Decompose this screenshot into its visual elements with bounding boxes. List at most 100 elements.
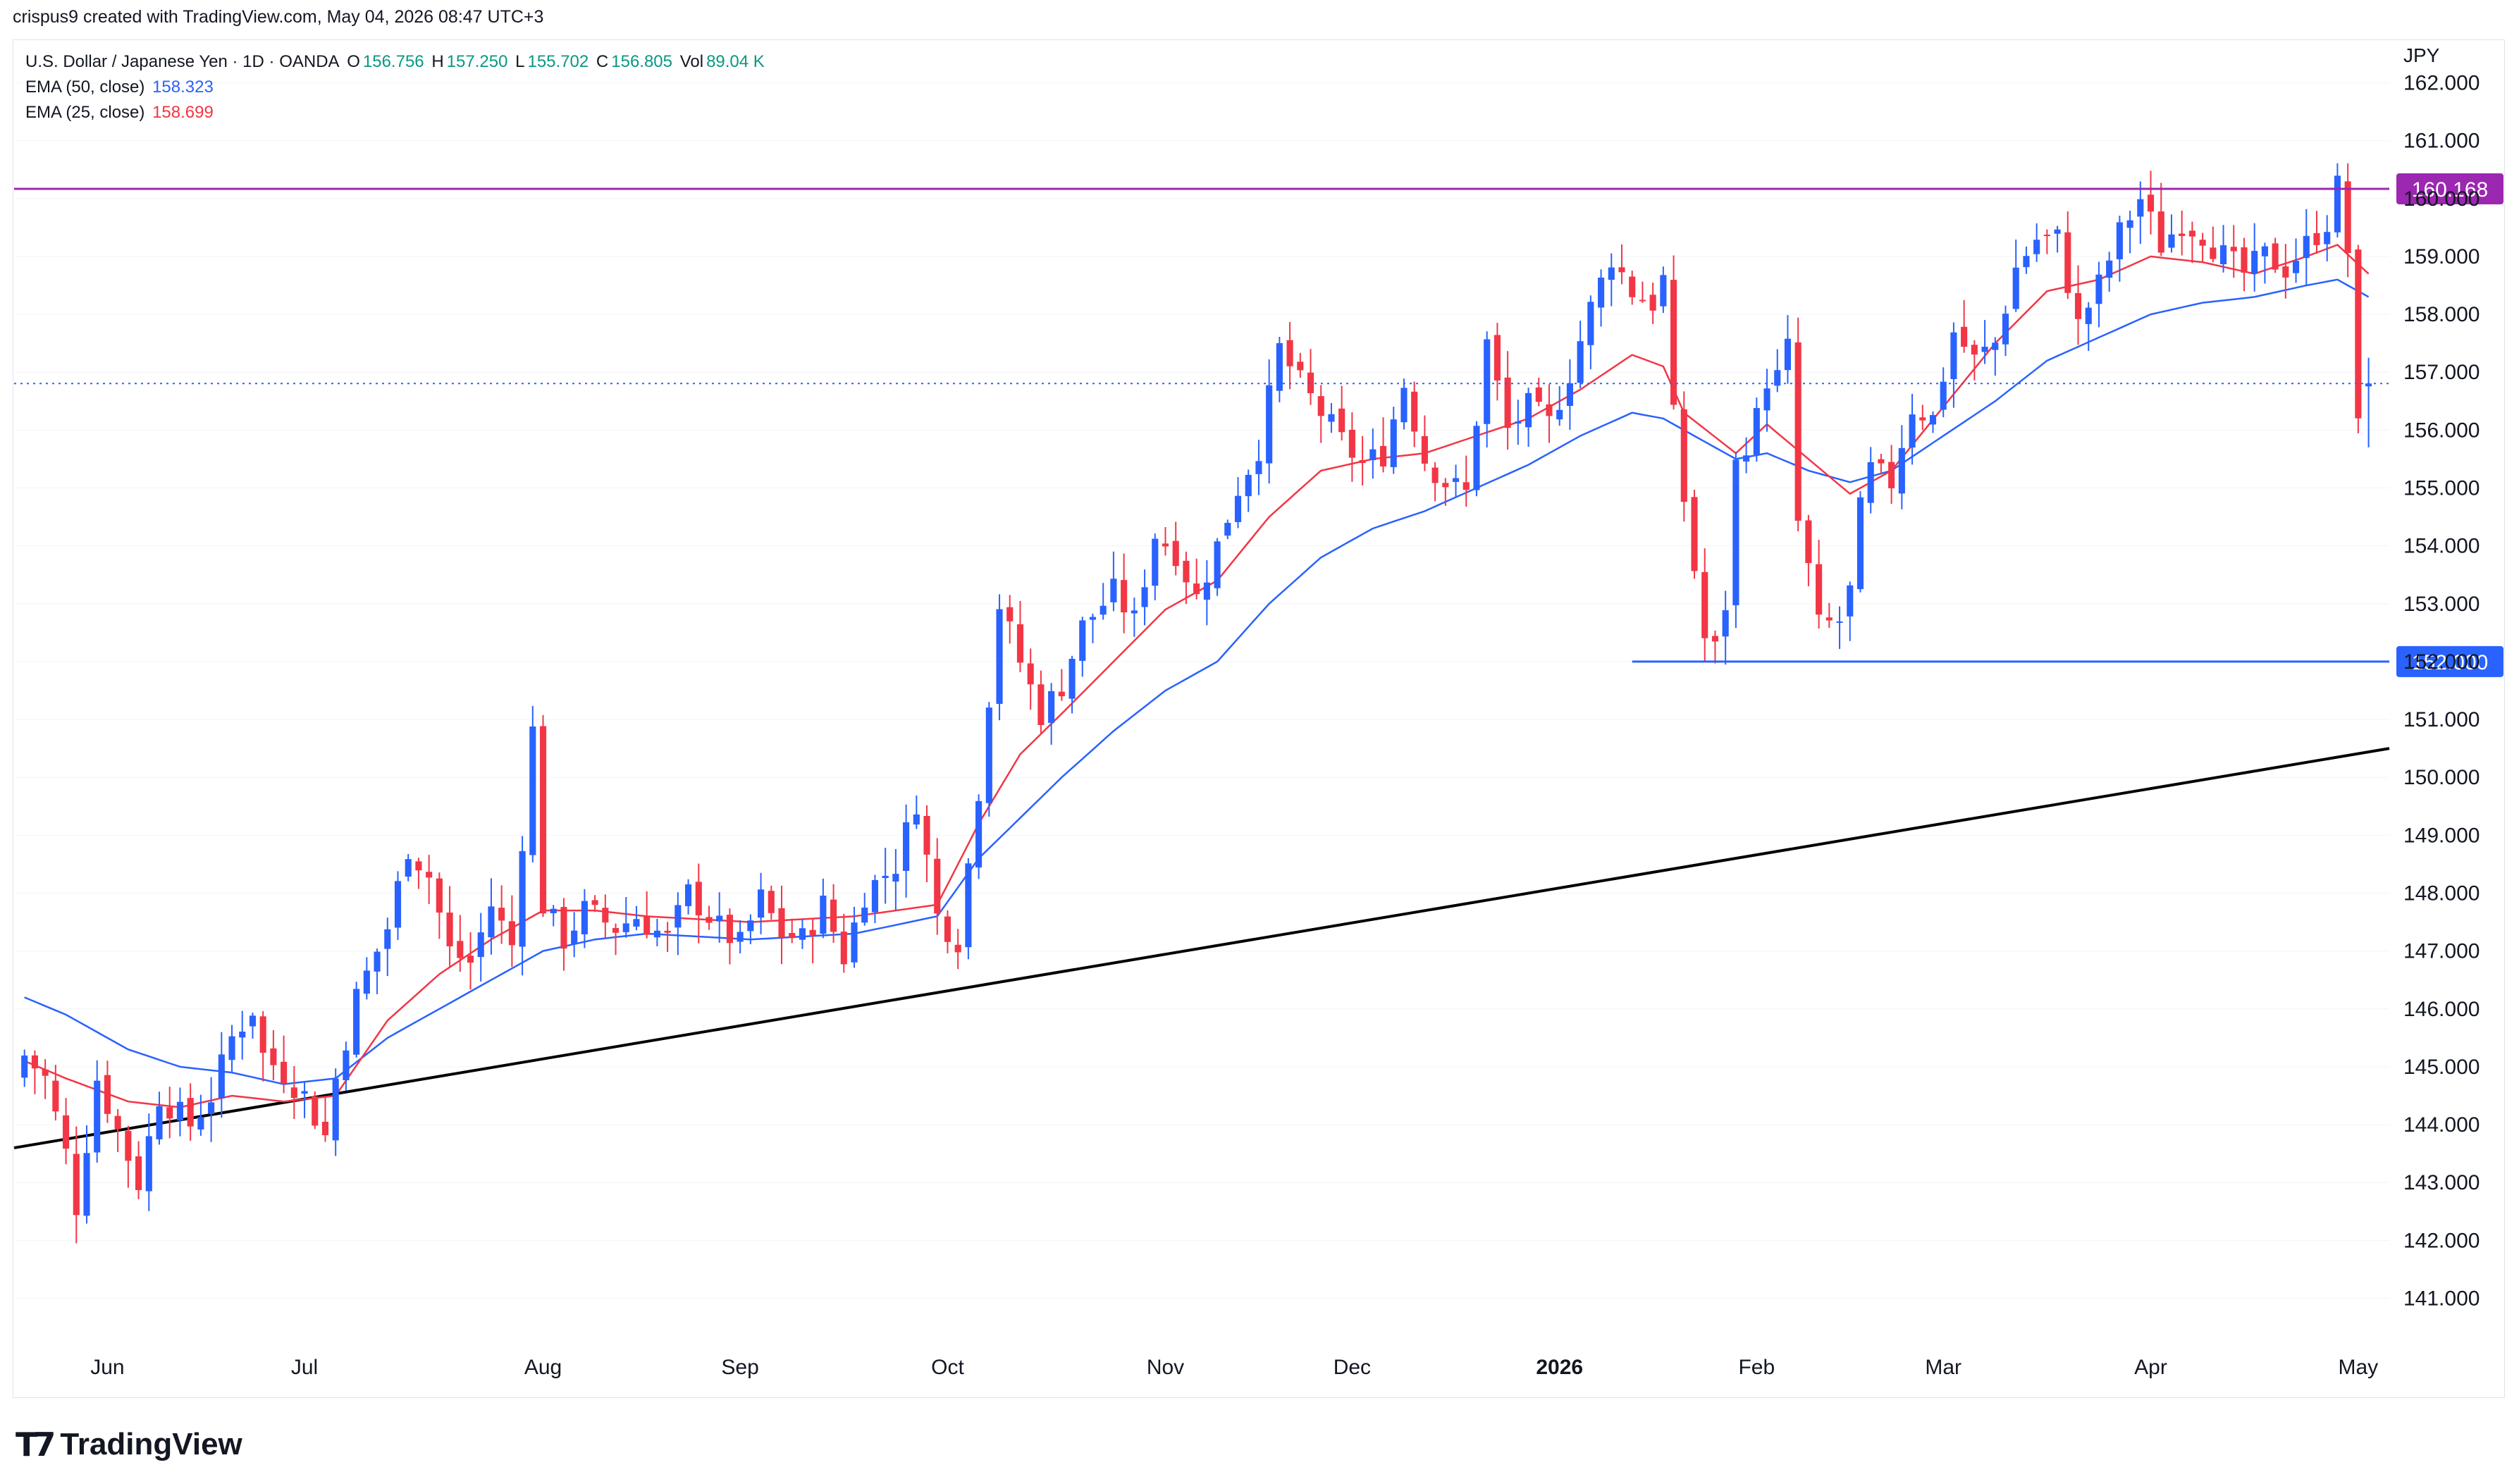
candle-body [1961, 326, 1968, 347]
candle [2334, 163, 2341, 237]
candle-body [975, 800, 983, 868]
candle-body [996, 609, 1003, 704]
price-chart[interactable]: 160.168 152.000 JPY 141.000 142.000 143.000 1… [0, 0, 2519, 1402]
x-tick-label: May [2339, 1356, 2379, 1379]
candle-body [954, 944, 961, 953]
candle-body [1680, 409, 1687, 502]
candle-body [1016, 624, 1024, 663]
x-tick-label: Dec [1334, 1356, 1371, 1379]
candle [758, 872, 765, 934]
candle-body [716, 915, 723, 922]
legend-ema50-row[interactable]: EMA (50, close) 158.323 [25, 75, 768, 100]
candle [1079, 617, 1086, 677]
candle [2033, 223, 2040, 262]
candle-body [1825, 617, 1833, 621]
candle-body [1006, 607, 1014, 622]
candle [312, 1091, 319, 1130]
tradingview-logo[interactable]: T7 TradingView [16, 1423, 242, 1466]
candle-body [508, 921, 515, 946]
y-tick-label: 153.000 [2403, 593, 2480, 616]
candle [290, 1065, 297, 1120]
candle-body [1027, 663, 1034, 685]
candle [1484, 331, 1491, 447]
low-value: 155.702 [527, 52, 589, 71]
candle-body [1359, 459, 1366, 464]
candle-body [539, 726, 547, 914]
candle [913, 795, 920, 829]
candle [415, 858, 422, 889]
candle [706, 905, 713, 930]
candle [73, 1126, 80, 1244]
candle [2210, 226, 2217, 263]
resistance-tag-bg [2396, 173, 2503, 204]
low-label: L [515, 52, 525, 71]
x-tick-label: Feb [1738, 1356, 1775, 1379]
candle [2272, 237, 2279, 273]
candle-body [2313, 233, 2320, 245]
x-axis: Jun Jul Aug Sep Oct Nov Dec 2026 Feb Mar Apr May [90, 1356, 2378, 1379]
candle [1670, 255, 1677, 410]
candle [716, 892, 723, 943]
candle-body [2230, 247, 2237, 252]
candle-body [2210, 247, 2217, 259]
candle-body [1805, 520, 1812, 564]
candle [1493, 323, 1501, 401]
candle-body [1577, 341, 1584, 383]
candle [2106, 252, 2113, 292]
candle-body [1079, 620, 1086, 661]
candle-body [467, 956, 474, 963]
candle [94, 1060, 101, 1163]
ema25-value: 158.699 [152, 103, 214, 122]
candle [228, 1025, 235, 1072]
candle-body [2147, 194, 2155, 212]
candle [571, 912, 578, 958]
candle [1141, 569, 1148, 626]
ema-layer [24, 244, 2370, 1108]
candle-body [1473, 426, 1480, 490]
ema25-line [24, 244, 2370, 1108]
symbol-title[interactable]: U.S. Dollar / Japanese Yen · 1D · OANDA [25, 52, 340, 71]
candle-body [63, 1115, 70, 1149]
candle [550, 905, 557, 927]
candle [2355, 245, 2362, 433]
legend-ema25-row[interactable]: EMA (25, close) 158.699 [25, 100, 768, 125]
candle-body [498, 908, 505, 921]
candle [1556, 386, 1563, 426]
candle-body [1743, 455, 1750, 462]
candle-body [1338, 408, 1345, 433]
candle [1535, 377, 1542, 407]
candle [2002, 305, 2009, 357]
candle [498, 885, 505, 944]
candle-body [176, 1101, 184, 1121]
y-tick-label: 149.000 [2403, 824, 2480, 847]
candle-body [281, 1061, 288, 1084]
candle-body [312, 1096, 319, 1126]
candle [768, 885, 775, 920]
candle [259, 1010, 266, 1082]
candle [695, 863, 702, 944]
candle [985, 702, 992, 817]
candle-body [1660, 275, 1667, 307]
candle [114, 1108, 121, 1153]
candle [851, 906, 858, 968]
candle [1328, 402, 1335, 433]
candle [591, 895, 598, 913]
candle-body [519, 851, 526, 947]
candle-body [1981, 347, 1988, 352]
candle [239, 1010, 246, 1060]
candle-body [2251, 251, 2258, 274]
candle-body [218, 1054, 225, 1099]
candle [2241, 237, 2248, 292]
candle [1390, 407, 1397, 474]
candle [1598, 269, 1605, 327]
y-tick-label: 162.000 [2403, 72, 2480, 95]
candle [1131, 598, 1138, 637]
candle-body [363, 970, 370, 994]
candle [664, 922, 671, 952]
high-label: H [431, 52, 444, 71]
candle-body [2116, 222, 2123, 259]
candle-body [2282, 266, 2289, 278]
candle-body [1307, 372, 1314, 394]
candle-body [1670, 280, 1677, 405]
candle [446, 886, 453, 967]
